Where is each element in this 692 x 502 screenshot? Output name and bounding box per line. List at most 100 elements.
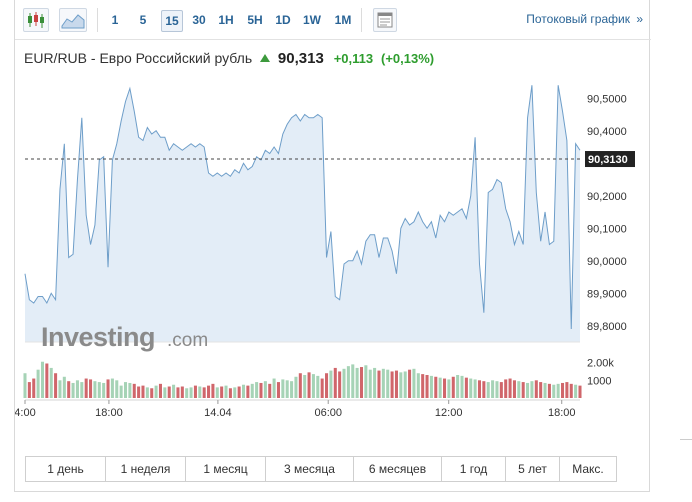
volume-bar — [272, 378, 276, 398]
volume-tick-label: 1000 — [587, 375, 611, 387]
chart-widget: 1 5 15 30 1H 5H 1D 1W 1M Потоковый график » EUR/… — [14, 0, 651, 492]
volume-bar — [421, 374, 425, 398]
volume-bar — [508, 378, 512, 398]
indicators-icon[interactable] — [373, 8, 397, 32]
range-button-5[interactable]: 6 месяцев — [354, 457, 442, 481]
volume-bar — [307, 372, 311, 398]
volume-bar — [473, 379, 477, 398]
volume-bar — [40, 361, 44, 398]
volume-bar — [456, 375, 460, 398]
volume-bar — [539, 382, 543, 398]
volume-bar — [477, 380, 482, 398]
candlestick-chart-icon[interactable] — [23, 8, 49, 32]
volume-bar — [137, 386, 141, 398]
volume-bar — [54, 373, 58, 398]
volume-bar — [259, 382, 263, 398]
volume-bar — [338, 371, 342, 398]
volume-bar — [425, 375, 429, 398]
volume-bar — [128, 382, 132, 398]
volume-bar — [329, 370, 333, 398]
volume-bar — [250, 383, 254, 398]
area-chart-icon[interactable] — [59, 8, 87, 32]
range-button-2[interactable]: 1 неделя — [106, 457, 186, 481]
volume-bar — [373, 367, 377, 398]
x-tick-label: 4:00 — [15, 407, 36, 419]
price-change-percent: (+0,13%) — [381, 51, 435, 66]
range-button-1[interactable]: 1 день — [26, 457, 106, 481]
volume-bar — [268, 383, 272, 398]
volume-bar — [499, 382, 503, 398]
price-chart[interactable]: 90,5000 90,4000 90,2000 90,1000 90,0000 89,90… — [15, 0, 651, 430]
volume-bar — [408, 369, 412, 398]
range-button-3[interactable]: 1 месяц — [186, 457, 266, 481]
range-button-8[interactable]: Макс. — [572, 462, 604, 476]
interval-button-30[interactable]: 30 — [192, 13, 206, 27]
volume-bar — [285, 380, 289, 398]
volume-bar — [578, 385, 582, 398]
volume-bar — [517, 381, 521, 398]
volume-bar — [27, 382, 31, 398]
volume-bar — [359, 367, 364, 398]
volume-bar — [237, 386, 241, 398]
instrument-name: EUR/RUB - Евро Российский рубль — [24, 50, 253, 66]
range-button-4[interactable]: 3 месяца — [266, 457, 354, 481]
volume-bar — [89, 379, 93, 398]
volume-bar — [255, 382, 259, 398]
volume-bar — [172, 384, 176, 398]
quote-header: EUR/RUB - Евро Российский рубль 90,313 +… — [24, 50, 434, 67]
x-tick-label: 18:00 — [95, 407, 123, 419]
volume-bar — [495, 381, 499, 398]
volume-bar — [119, 385, 123, 398]
y-tick-label: 90,1000 — [587, 223, 627, 235]
volume-bar — [102, 382, 106, 398]
volume-bar — [521, 382, 525, 398]
x-tick-label: 18:00 — [548, 407, 576, 419]
volume-bar — [316, 375, 320, 398]
volume-bar — [346, 366, 350, 398]
volume-bar — [298, 373, 302, 398]
volume-bar — [176, 387, 180, 398]
volume-bar — [526, 382, 530, 398]
volume-bar — [320, 378, 324, 398]
volume-bar — [233, 387, 237, 398]
volume-bar — [460, 375, 464, 398]
volume-bar — [311, 374, 315, 398]
volume-bar — [202, 387, 206, 398]
interval-button-1h[interactable]: 1H — [218, 13, 234, 27]
volume-bar — [198, 386, 202, 398]
volume-bar — [71, 382, 75, 398]
interval-button-1d[interactable]: 1D — [275, 13, 291, 27]
interval-button-1w[interactable]: 1W — [303, 13, 321, 27]
interval-button-1m[interactable]: 1M — [334, 13, 352, 27]
range-button-6[interactable]: 1 год — [442, 457, 506, 481]
volume-bar — [224, 385, 228, 398]
interval-button-5h[interactable]: 5H — [247, 13, 263, 27]
last-price-tag-label: 90,3130 — [588, 154, 628, 166]
volume-bar — [377, 370, 381, 398]
stream-chart-link[interactable]: Потоковый график » — [526, 12, 643, 26]
volume-bar — [447, 379, 451, 398]
volume-bar — [386, 369, 390, 398]
volume-bar — [399, 372, 403, 398]
volume-bar — [23, 373, 27, 398]
volume-bar — [565, 382, 569, 398]
y-tick-label: 90,2000 — [587, 191, 627, 203]
volume-bar — [394, 370, 398, 398]
interval-button-1[interactable]: 1 — [111, 13, 119, 27]
volume-bar — [93, 381, 97, 398]
volume-bar — [241, 384, 246, 398]
interval-button-5[interactable]: 5 — [139, 13, 147, 27]
volume-bar — [561, 382, 565, 398]
volume-bar — [167, 386, 171, 398]
volume-bar — [534, 380, 538, 398]
interval-button-15[interactable]: 15 — [161, 10, 183, 32]
volume-bar — [547, 383, 551, 398]
range-button-7[interactable]: 5 лет — [506, 457, 560, 481]
volume-bar — [504, 379, 508, 398]
volume-bar — [294, 376, 298, 398]
volume-tick-label: 2.00k — [587, 358, 614, 370]
volume-bar — [189, 387, 193, 398]
x-tick-label: 12:00 — [435, 407, 463, 419]
volume-bar — [141, 385, 145, 398]
volume-bar — [263, 381, 267, 398]
